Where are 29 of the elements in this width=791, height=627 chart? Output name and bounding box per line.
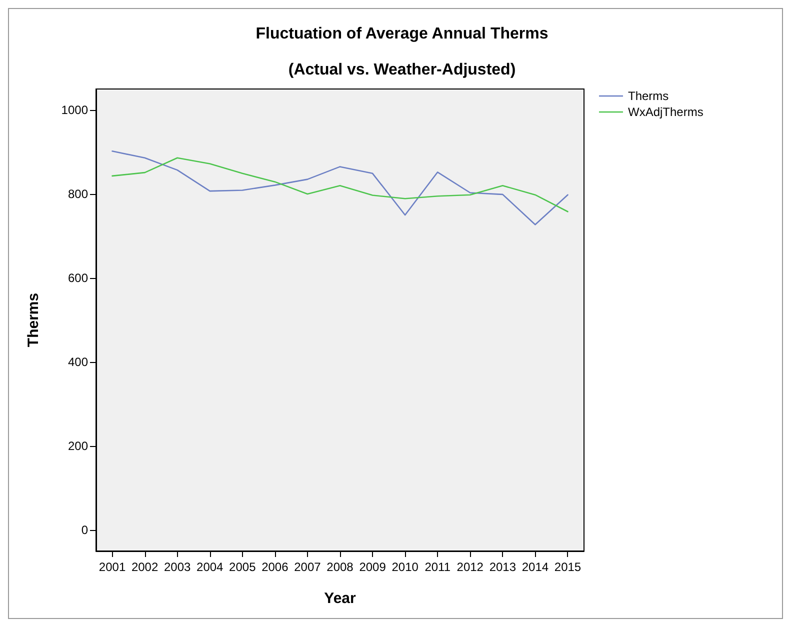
x-tick-label: 2009: [359, 560, 386, 574]
y-tick-label: 0: [81, 523, 88, 537]
chart-title: Fluctuation of Average Annual Therms: [256, 26, 548, 42]
legend-label: Therms: [628, 89, 669, 103]
y-tick-label: 400: [68, 355, 88, 369]
x-tick-label: 2001: [98, 560, 126, 574]
y-tick-label: 600: [68, 271, 88, 285]
x-tick-label: 2005: [229, 560, 256, 574]
y-tick-label: 1000: [61, 103, 88, 117]
x-axis-title: Year: [324, 590, 356, 607]
x-tick-label: 2007: [294, 560, 322, 574]
x-tick-label: 2004: [196, 560, 224, 574]
x-tick-label: 2006: [262, 560, 289, 574]
line-series: [112, 150, 568, 226]
x-tick-label: 2014: [522, 560, 549, 574]
x-tick-label: 2002: [131, 560, 158, 574]
chart-subtitle: (Actual vs. Weather-Adjusted): [288, 62, 516, 78]
x-tick-label: 2012: [456, 560, 484, 574]
x-tick-label: 2013: [489, 560, 516, 574]
x-tick-label: 2010: [392, 560, 419, 574]
line-series: [112, 157, 568, 212]
y-axis-title: Therms: [25, 292, 42, 348]
x-tick-label: 2008: [326, 560, 354, 574]
y-tick-label: 200: [68, 439, 88, 453]
x-tick-label: 2011: [424, 560, 451, 574]
legend-label: WxAdjTherms: [628, 105, 704, 119]
x-tick-label: 2003: [164, 560, 192, 574]
x-tick-label: 2015: [554, 560, 582, 574]
y-tick-label: 800: [68, 187, 88, 201]
